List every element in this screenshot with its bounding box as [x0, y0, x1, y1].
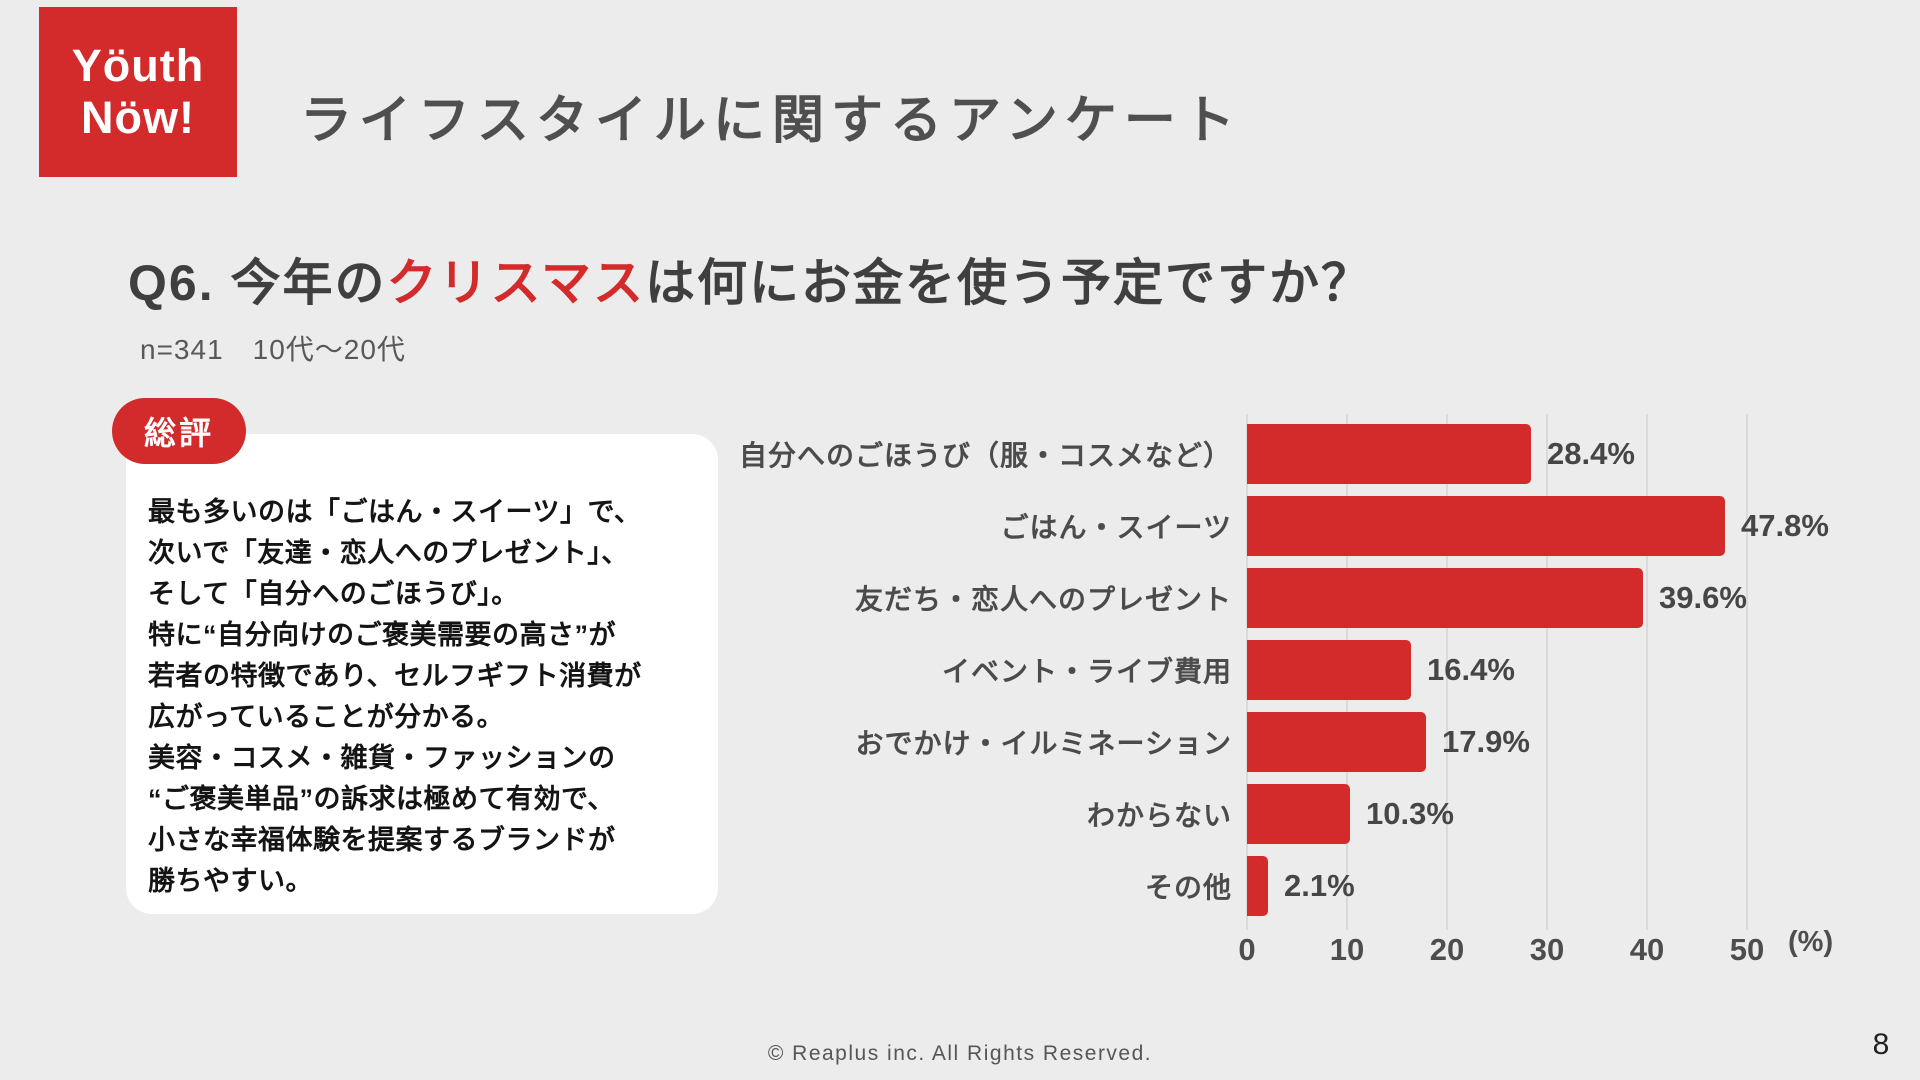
bar	[1247, 640, 1411, 700]
x-tick-label: 40	[1629, 932, 1665, 967]
summary-line: 次いで「友達・恋人へのプレゼント」、	[148, 538, 629, 568]
summary-text: 最も多いのは「ごはん・スイーツ」で、 次いで「友達・恋人へのプレゼント」、 そして「…	[148, 492, 704, 902]
category-label: 自分へのごほうび（服・コスメなど）	[738, 440, 1232, 471]
chart-row: イベント・ライブ費用 16.4%	[0, 634, 1920, 706]
x-tick-label: 0	[1238, 932, 1256, 967]
chart-row: 友だち・恋人へのプレゼント 39.6%	[0, 562, 1920, 634]
question-heading: Q6. 今年のクリスマスは何にお金を使う予定ですか？	[128, 243, 1373, 315]
question-highlight: クリスマス	[386, 255, 645, 311]
chart-row: その他 2.1%	[0, 850, 1920, 922]
summary-line: “ご褒美単品”の訴求は極めて有効で、	[148, 784, 615, 814]
category-label: わからない	[1086, 800, 1232, 831]
summary-line: そして「自分へのごほうび」。	[148, 579, 519, 609]
youth-now-logo: Yöuth Nöw!	[39, 7, 237, 177]
sample-size-note: n=341 10代〜20代	[140, 334, 406, 365]
x-tick-label: 30	[1529, 932, 1565, 967]
page-title: ライフスタイルに関するアンケート	[300, 92, 1242, 150]
summary-line: 小さな幸福体験を提案するブランドが	[148, 825, 616, 855]
x-tick-label: 10	[1329, 932, 1365, 967]
gridline	[1546, 414, 1548, 930]
gridline	[1446, 414, 1448, 930]
logo-text-line2: Nöw!	[81, 92, 195, 143]
x-tick-label: 50	[1729, 932, 1765, 967]
category-label: おでかけ・イルミネーション	[855, 728, 1232, 759]
summary-line: 広がっていることが分かる。	[148, 702, 505, 732]
summary-line: 若者の特徴であり、セルフギフト消費が	[148, 661, 642, 691]
x-tick-label: 20	[1429, 932, 1465, 967]
summary-line: 勝ちやすい。	[148, 866, 313, 896]
category-label: その他	[1144, 872, 1232, 903]
bar	[1247, 784, 1350, 844]
value-label: 17.9%	[1442, 724, 1530, 759]
value-label: 2.1%	[1284, 868, 1355, 903]
value-label: 16.4%	[1427, 652, 1515, 687]
copyright-text: © Reaplus inc. All Rights Reserved.	[767, 1042, 1153, 1065]
category-label: ごはん・スイーツ	[1000, 512, 1232, 543]
summary-box	[126, 434, 718, 914]
question-suffix: は何にお金を使う予定ですか？	[644, 255, 1373, 311]
chart-row: わからない 10.3%	[0, 778, 1920, 850]
chart-row: ごはん・スイーツ 47.8%	[0, 490, 1920, 562]
logo-text-line1: Yöuth	[71, 40, 205, 91]
question-prefix: Q6. 今年の	[128, 255, 387, 311]
category-label: 友だち・恋人へのプレゼント	[854, 584, 1232, 615]
chart-row: おでかけ・イルミネーション 17.9%	[0, 706, 1920, 778]
summary-line: 最も多いのは「ごはん・スイーツ」で、	[148, 497, 642, 527]
value-label: 47.8%	[1741, 508, 1829, 543]
value-label: 28.4%	[1547, 436, 1635, 471]
bar	[1247, 712, 1426, 772]
gridline	[1646, 414, 1648, 930]
category-label: イベント・ライブ費用	[941, 656, 1232, 687]
summary-badge: 総評	[112, 398, 246, 464]
summary-line: 特に“自分向けのご褒美需要の高さ”が	[148, 620, 616, 650]
bar	[1247, 856, 1268, 916]
page-number: 8	[1872, 1028, 1890, 1061]
bar	[1247, 496, 1725, 556]
value-label: 39.6%	[1659, 580, 1747, 615]
gridline	[1746, 414, 1748, 930]
bar	[1247, 424, 1531, 484]
bar	[1247, 568, 1643, 628]
chart-row: 自分へのごほうび（服・コスメなど） 28.4%	[0, 418, 1920, 490]
axis-unit-label: (%)	[1788, 926, 1834, 958]
summary-line: 美容・コスメ・雑貨・ファッションの	[148, 743, 616, 773]
value-label: 10.3%	[1366, 796, 1454, 831]
